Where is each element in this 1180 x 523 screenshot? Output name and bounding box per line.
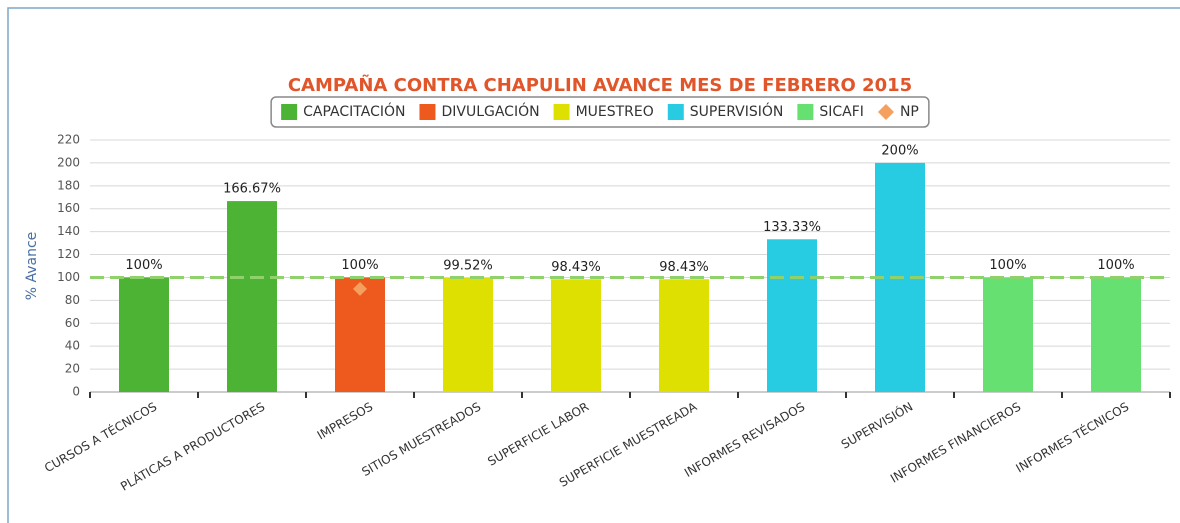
- legend-swatch: [667, 104, 684, 120]
- bar: [551, 279, 601, 392]
- y-tick-label: 140: [57, 224, 80, 238]
- bar: [443, 278, 493, 392]
- legend: CAPACITACIÓN DIVULGACIÓN MUESTREO SUPERVISI…: [270, 96, 930, 128]
- legend-swatch: [419, 104, 436, 120]
- legend-box: [270, 96, 930, 128]
- value-label: 98.43%: [659, 260, 709, 275]
- value-label: 99.52%: [443, 259, 493, 274]
- x-tick-label: SITIOS MUESTREADOS: [359, 400, 483, 480]
- y-tick-label: 40: [65, 339, 80, 353]
- legend-swatch: [797, 104, 814, 120]
- legend-label: DIVULGACIÓN: [441, 102, 539, 120]
- legend-label: MUESTREO: [576, 104, 654, 120]
- x-tick-label: INFORMES TÉCNICOS: [1013, 399, 1131, 476]
- y-tick-label: 20: [65, 362, 80, 376]
- y-tick-label: 60: [65, 316, 80, 330]
- legend-label: CAPACITACIÓN: [303, 102, 405, 120]
- value-label: 100%: [341, 258, 378, 273]
- y-tick-label: 220: [57, 133, 80, 147]
- x-tick-label: CURSOS A TÉCNICOS: [42, 399, 160, 476]
- y-tick-label: 100: [57, 270, 80, 284]
- value-label: 100%: [989, 258, 1026, 273]
- value-label: 133.33%: [763, 220, 821, 235]
- value-label: 98.43%: [551, 260, 601, 275]
- legend-label: NP: [900, 104, 919, 120]
- value-label: 166.67%: [223, 182, 281, 197]
- x-tick-label: SUPERFICIE LABOR: [485, 400, 591, 469]
- y-tick-label: 160: [57, 201, 80, 215]
- y-axis-label: % Avance: [24, 232, 40, 301]
- legend-swatch: [281, 104, 298, 120]
- bar: [119, 277, 169, 392]
- legend-swatch: [877, 104, 894, 120]
- frame: [7, 7, 1180, 523]
- y-tick-label: 180: [57, 178, 80, 192]
- bar: [227, 201, 277, 392]
- y-tick-label: 80: [65, 293, 80, 307]
- chart-title: CAMPAÑA CONTRA CHAPULIN AVANCE MES DE FE…: [288, 73, 912, 96]
- marker: [353, 281, 367, 296]
- bar: [659, 279, 709, 392]
- value-label: 200%: [881, 143, 918, 158]
- bar: [767, 239, 817, 392]
- bar: [983, 277, 1033, 392]
- x-tick-label: INFORMES REVISADOS: [682, 400, 807, 480]
- value-label: 100%: [125, 258, 162, 273]
- legend-swatch: [553, 104, 570, 120]
- x-tick-label: IMPRESOS: [315, 400, 375, 443]
- y-tick-label: 120: [57, 247, 80, 261]
- bar: [1091, 277, 1141, 392]
- legend-label: SUPERVISIÓN: [690, 102, 784, 120]
- bar: [335, 277, 385, 392]
- legend-label: SICAFI: [819, 104, 864, 120]
- y-tick-label: 200: [57, 155, 80, 169]
- y-tick-label: 0: [72, 385, 80, 399]
- x-tick-label: SUPERVISIÓN: [838, 399, 915, 452]
- value-label: 100%: [1097, 258, 1134, 273]
